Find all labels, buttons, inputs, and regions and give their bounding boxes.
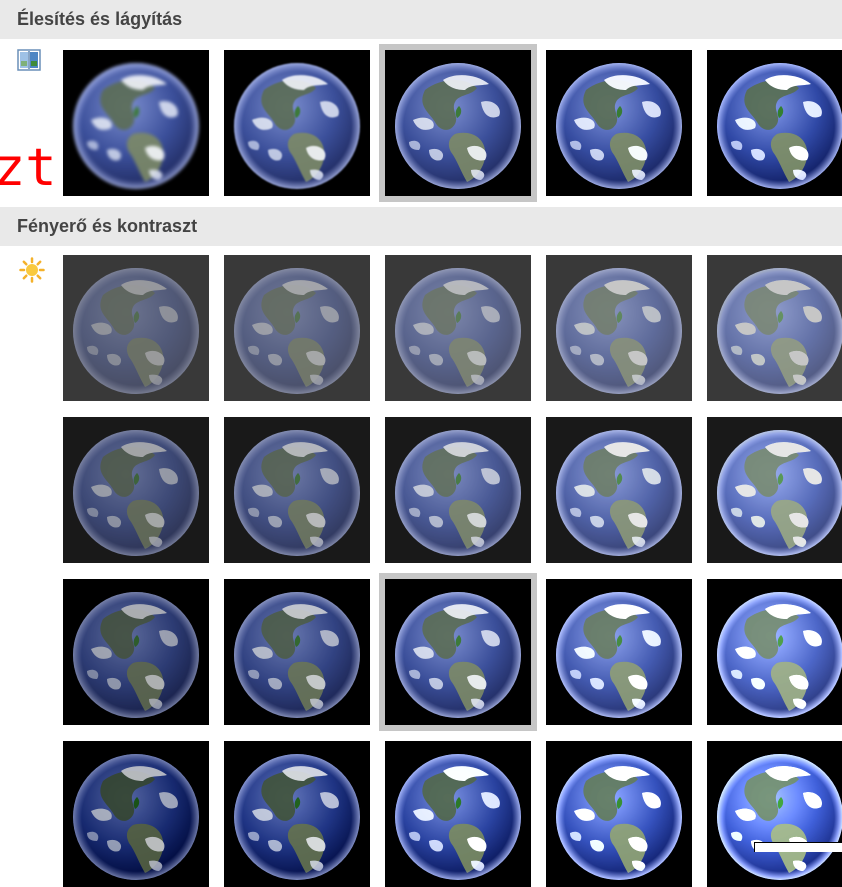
section-header-sharpen: Élesítés és lágyítás xyxy=(0,0,842,39)
thumbnail-option[interactable] xyxy=(707,255,842,401)
thumbnail-option[interactable] xyxy=(224,255,370,401)
thumbnail-option[interactable] xyxy=(224,417,370,563)
earth-image xyxy=(707,741,842,887)
thumbnail-option[interactable] xyxy=(224,579,370,725)
sun-icon xyxy=(19,257,45,283)
earth-image xyxy=(546,50,692,196)
section-title-brightness: Fényerő és kontraszt xyxy=(17,216,198,236)
thumbnail-option[interactable] xyxy=(707,579,842,725)
thumbnail-option[interactable] xyxy=(546,50,692,196)
section-header-brightness: Fényerő és kontraszt xyxy=(0,207,842,246)
earth-image xyxy=(224,255,370,401)
thumbnail-option[interactable] xyxy=(379,573,537,731)
earth-image xyxy=(385,50,531,196)
sharpen-soften-icon xyxy=(17,49,41,71)
thumbnail-option[interactable] xyxy=(385,417,531,563)
thumbnail-option[interactable] xyxy=(385,255,531,401)
earth-image xyxy=(707,417,842,563)
thumbnail-option[interactable] xyxy=(385,741,531,887)
earth-image xyxy=(63,50,209,196)
thumbnail-option[interactable] xyxy=(63,417,209,563)
thumbnail-option[interactable] xyxy=(546,417,692,563)
earth-image xyxy=(385,255,531,401)
earth-image xyxy=(546,255,692,401)
thumbnail-option[interactable] xyxy=(63,255,209,401)
earth-image xyxy=(63,579,209,725)
corner-frame xyxy=(754,842,842,852)
thumbnail-option[interactable] xyxy=(63,741,209,887)
earth-image xyxy=(546,417,692,563)
thumbnail-option[interactable] xyxy=(546,741,692,887)
thumbnail-option[interactable] xyxy=(224,741,370,887)
thumbnail-option[interactable] xyxy=(63,579,209,725)
thumbnail-option[interactable] xyxy=(224,50,370,196)
thumbnail-option[interactable] xyxy=(707,741,842,887)
earth-image xyxy=(546,579,692,725)
thumbnail-option[interactable] xyxy=(546,255,692,401)
earth-image xyxy=(385,579,531,725)
thumbnail-option[interactable] xyxy=(707,50,842,196)
earth-image xyxy=(707,255,842,401)
section-title-sharpen: Élesítés és lágyítás xyxy=(17,9,183,29)
thumbnail-option[interactable] xyxy=(707,417,842,563)
earth-image xyxy=(385,741,531,887)
thumbnail-option[interactable] xyxy=(546,579,692,725)
earth-image xyxy=(385,417,531,563)
earth-image xyxy=(63,255,209,401)
earth-image xyxy=(707,50,842,196)
earth-image xyxy=(63,741,209,887)
earth-image xyxy=(63,417,209,563)
thumbnail-option[interactable] xyxy=(379,44,537,202)
thumbnail-option[interactable] xyxy=(63,50,209,196)
annotation-text: zt xyxy=(0,138,57,198)
earth-image xyxy=(224,741,370,887)
earth-image xyxy=(224,579,370,725)
earth-image xyxy=(224,417,370,563)
earth-image xyxy=(546,741,692,887)
earth-image xyxy=(224,50,370,196)
earth-image xyxy=(707,579,842,725)
